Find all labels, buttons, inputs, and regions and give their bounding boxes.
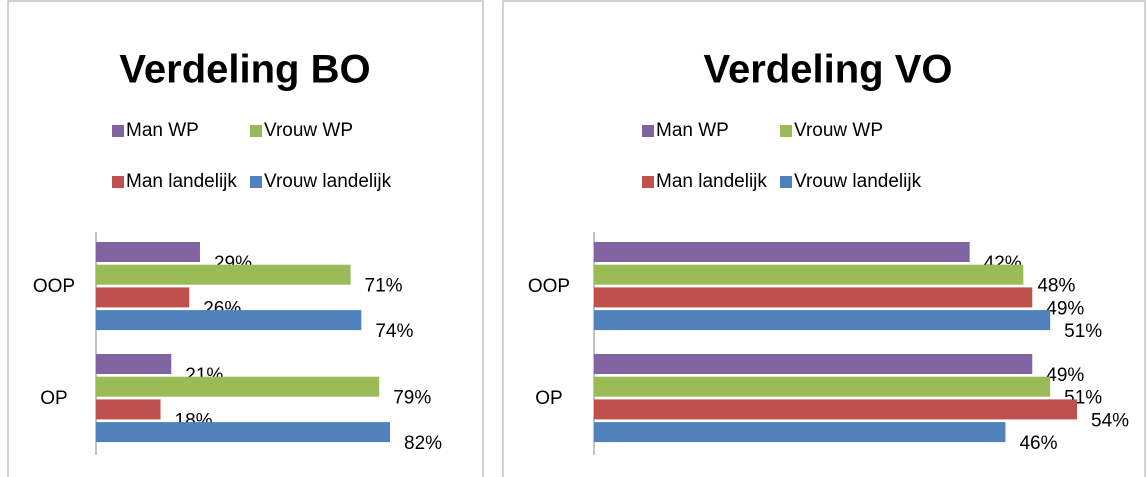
legend-label: Man WP <box>656 120 729 141</box>
bar <box>96 287 190 308</box>
bar <box>594 242 970 262</box>
legend-label: Man WP <box>126 120 199 141</box>
bar <box>594 310 1051 331</box>
legend-swatch <box>642 125 654 137</box>
legend-swatch <box>780 176 792 188</box>
value-label: 54% <box>1091 410 1129 431</box>
legend-swatch <box>642 176 654 188</box>
chart-title: Verdeling VO <box>704 48 953 92</box>
bar <box>96 242 200 262</box>
value-label: 49% <box>1046 365 1084 386</box>
legend-swatch <box>112 125 124 137</box>
panel-border <box>502 0 1146 477</box>
value-label: 49% <box>1046 298 1084 319</box>
bar <box>594 264 1024 285</box>
value-label: 79% <box>393 388 431 409</box>
value-label: 46% <box>1019 433 1057 454</box>
legend-swatch <box>780 125 792 137</box>
bar <box>594 376 1051 397</box>
bar <box>96 422 390 443</box>
legend-label: Vrouw WP <box>794 120 883 141</box>
value-label: 48% <box>1037 276 1075 297</box>
legend-label: Man landelijk <box>126 171 237 192</box>
bar <box>96 354 172 374</box>
bar <box>594 354 1033 374</box>
bar <box>96 376 380 397</box>
bar <box>594 399 1077 420</box>
bar <box>594 287 1033 308</box>
panel-border <box>7 0 484 477</box>
value-label: 74% <box>375 321 413 342</box>
value-label: 71% <box>365 276 403 297</box>
legend-label: Man landelijk <box>656 171 767 192</box>
legend-swatch <box>250 125 262 137</box>
bar <box>96 399 161 420</box>
value-label: 51% <box>1064 321 1102 342</box>
category-label: OOP <box>33 276 75 297</box>
legend-label: Vrouw landelijk <box>794 171 922 192</box>
legend-label: Vrouw WP <box>264 120 353 141</box>
category-label: OP <box>40 388 67 409</box>
legend-swatch <box>250 176 262 188</box>
legend-swatch <box>112 176 124 188</box>
bar <box>96 264 351 285</box>
chart-title: Verdeling BO <box>119 48 370 92</box>
bar <box>96 310 362 331</box>
category-label: OOP <box>528 276 570 297</box>
bar <box>594 422 1006 443</box>
legend-label: Vrouw landelijk <box>264 171 392 192</box>
category-label: OP <box>535 388 562 409</box>
value-label: 82% <box>404 433 442 454</box>
